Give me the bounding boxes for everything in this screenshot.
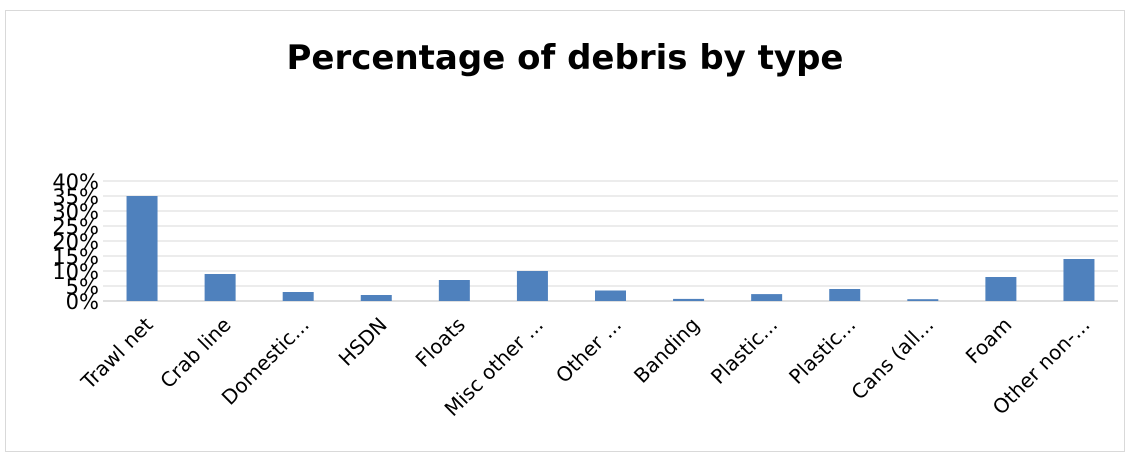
x-tick-label: Trawl net xyxy=(76,312,158,394)
bar xyxy=(1063,259,1095,301)
y-tick-label: 0% xyxy=(66,290,99,314)
y-tick-label: 30% xyxy=(52,200,99,224)
y-tick-label: 15% xyxy=(52,245,99,269)
x-tick-label: Plastic... xyxy=(784,313,860,389)
x-tick-label: Foam xyxy=(961,313,1017,369)
x-tick-label: Floats xyxy=(411,313,470,372)
y-tick-label: 40% xyxy=(52,170,99,194)
y-tick-label: 25% xyxy=(52,215,99,239)
bar xyxy=(126,196,158,301)
chart-title: Percentage of debris by type xyxy=(286,38,844,78)
x-tick-label: Cans (all... xyxy=(846,313,938,405)
bar xyxy=(907,299,939,301)
chart-frame xyxy=(5,10,1125,452)
y-tick-label: 35% xyxy=(52,185,99,209)
bar xyxy=(673,298,705,301)
bars xyxy=(126,196,1095,301)
bar xyxy=(438,280,470,301)
bar xyxy=(751,294,783,301)
gridlines xyxy=(103,180,1118,302)
bar xyxy=(595,290,626,301)
y-tick-label: 5% xyxy=(66,275,99,299)
x-tick-label: Banding xyxy=(629,313,704,388)
x-tick-label: HSDN xyxy=(334,313,392,371)
bar xyxy=(985,277,1017,301)
y-tick-label: 20% xyxy=(52,230,99,254)
y-axis-ticks: 0%5%10%15%20%25%30%35%40% xyxy=(52,170,99,314)
x-tick-label: Crab line xyxy=(155,313,235,393)
bar xyxy=(829,289,861,301)
y-tick-label: 10% xyxy=(52,260,99,284)
x-tick-label: Other ... xyxy=(551,313,626,388)
bar xyxy=(204,274,236,301)
bar xyxy=(516,271,548,301)
x-tick-label: Plastic... xyxy=(706,313,782,389)
bar xyxy=(360,295,392,301)
bar xyxy=(282,292,314,301)
